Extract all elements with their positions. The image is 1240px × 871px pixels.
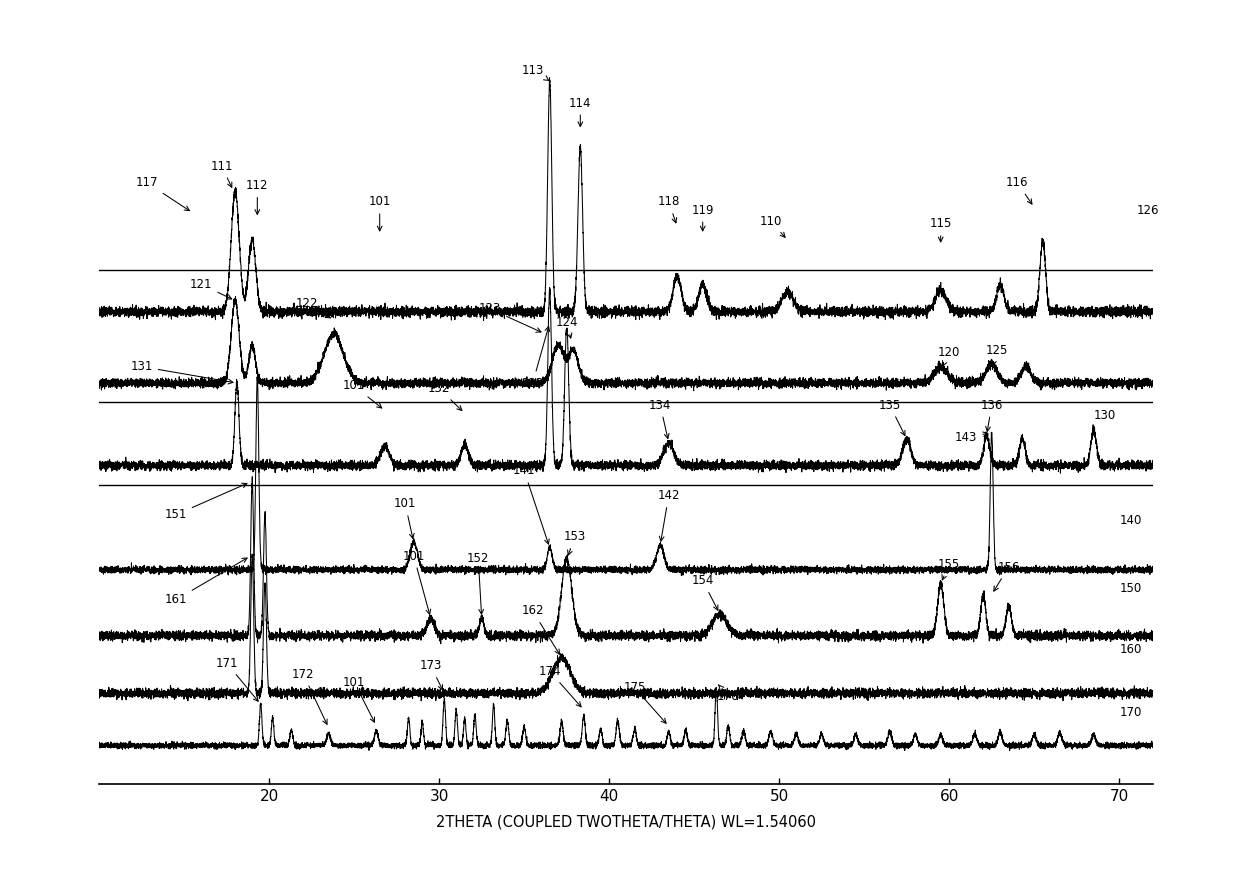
- Text: 155: 155: [939, 557, 960, 580]
- Text: 162: 162: [522, 604, 559, 654]
- Text: 170: 170: [1120, 706, 1142, 719]
- Text: 142: 142: [657, 490, 680, 541]
- Text: 143: 143: [955, 431, 988, 444]
- Text: 156: 156: [993, 561, 1019, 591]
- Text: 112: 112: [246, 179, 269, 214]
- Text: 150: 150: [1120, 583, 1142, 596]
- Text: 176: 176: [717, 685, 739, 703]
- Text: 175: 175: [624, 681, 666, 723]
- Text: 154: 154: [692, 574, 718, 611]
- Text: 111: 111: [211, 159, 233, 187]
- Text: 130: 130: [1094, 409, 1116, 422]
- Text: 126: 126: [1136, 204, 1158, 217]
- Text: 123: 123: [479, 302, 541, 332]
- Text: 121: 121: [190, 278, 232, 299]
- Text: 101: 101: [403, 550, 430, 614]
- Text: 172: 172: [291, 667, 327, 725]
- Text: 152: 152: [467, 552, 490, 614]
- Text: 125: 125: [986, 343, 1008, 366]
- Text: 101: 101: [394, 497, 417, 538]
- Text: 131: 131: [130, 360, 233, 384]
- Text: 161: 161: [165, 558, 247, 606]
- Text: 141: 141: [513, 464, 549, 544]
- Text: 133: 133: [522, 327, 549, 389]
- Text: 101: 101: [343, 676, 374, 722]
- Text: 118: 118: [657, 195, 680, 223]
- Text: 120: 120: [937, 347, 961, 366]
- Text: 174: 174: [538, 665, 582, 707]
- Text: 124: 124: [556, 316, 578, 338]
- Text: 101: 101: [343, 379, 382, 408]
- Text: 160: 160: [1120, 643, 1142, 656]
- Text: 134: 134: [649, 399, 671, 438]
- Text: 101: 101: [368, 195, 391, 231]
- Text: 114: 114: [569, 97, 591, 126]
- Text: 173: 173: [419, 659, 443, 690]
- Text: 171: 171: [216, 657, 258, 701]
- Text: 119: 119: [692, 204, 714, 231]
- Text: 140: 140: [1120, 514, 1142, 527]
- Text: 122: 122: [295, 297, 330, 318]
- Text: 110: 110: [760, 214, 785, 237]
- Text: 116: 116: [1006, 176, 1032, 204]
- Text: 151: 151: [165, 483, 247, 522]
- Text: 117: 117: [135, 176, 190, 211]
- Text: 135: 135: [879, 399, 905, 436]
- X-axis label: 2THETA (COUPLED TWOTHETA/THETA) WL=1.54060: 2THETA (COUPLED TWOTHETA/THETA) WL=1.540…: [436, 815, 816, 830]
- Text: 132: 132: [428, 382, 461, 410]
- Text: 115: 115: [930, 217, 952, 242]
- Text: 136: 136: [981, 399, 1003, 431]
- Text: 153: 153: [564, 530, 587, 555]
- Text: 113: 113: [522, 64, 549, 81]
